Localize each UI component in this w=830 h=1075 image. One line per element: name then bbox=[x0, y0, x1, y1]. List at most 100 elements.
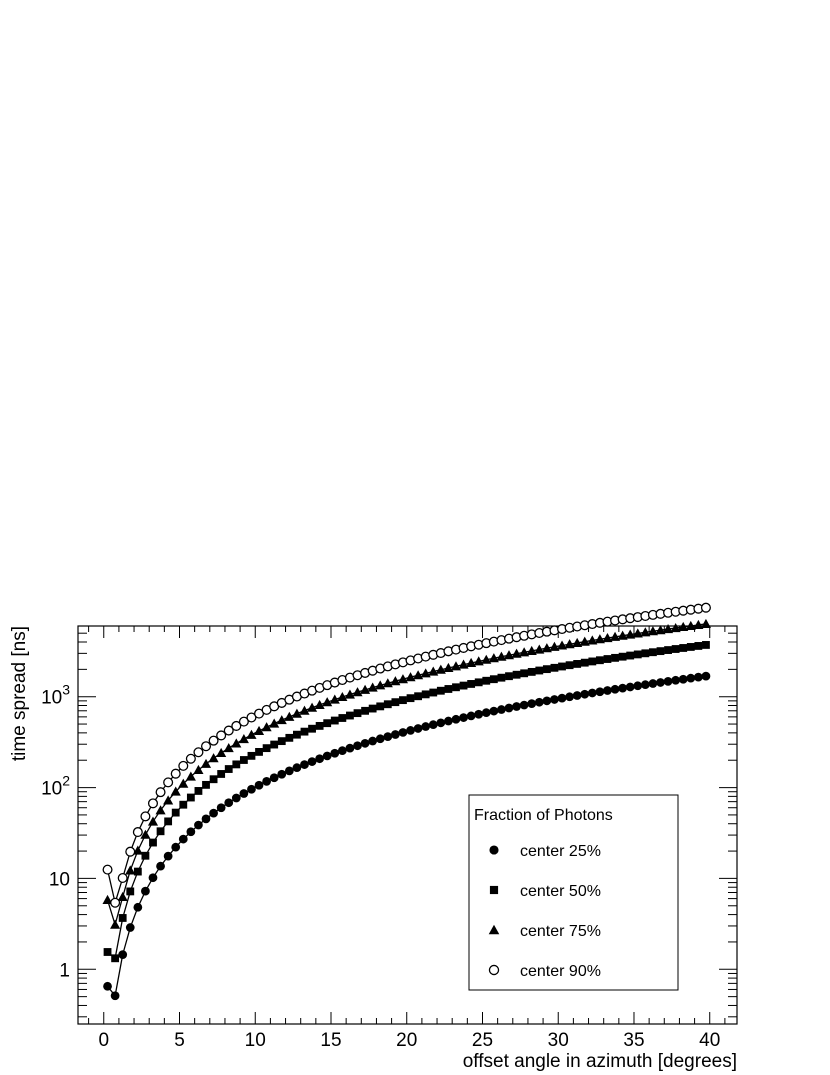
data-point bbox=[269, 773, 279, 783]
data-point bbox=[346, 711, 354, 720]
data-point bbox=[254, 780, 264, 790]
data-point bbox=[527, 667, 536, 676]
data-point bbox=[429, 688, 438, 697]
data-point bbox=[117, 891, 128, 902]
data-point bbox=[208, 753, 219, 763]
data-point bbox=[580, 689, 590, 699]
data-point bbox=[397, 674, 409, 684]
data-point bbox=[451, 714, 461, 724]
data-point bbox=[602, 632, 613, 643]
data-point bbox=[611, 653, 619, 662]
y-tick-label: 1 bbox=[59, 960, 70, 981]
data-point bbox=[405, 672, 416, 682]
data-point bbox=[413, 670, 424, 680]
data-point bbox=[202, 780, 210, 789]
data-point bbox=[550, 663, 559, 672]
data-point bbox=[102, 864, 113, 875]
data-point bbox=[156, 861, 165, 871]
y-tick-label-base: 1 bbox=[59, 960, 70, 981]
legend-marker bbox=[489, 845, 499, 855]
data-point bbox=[701, 671, 711, 681]
data-point bbox=[315, 721, 324, 730]
data-point bbox=[664, 646, 672, 654]
legend-marker bbox=[489, 885, 499, 895]
data-point bbox=[269, 718, 280, 728]
data-point bbox=[399, 696, 407, 705]
data-point bbox=[360, 738, 370, 748]
data-point bbox=[594, 634, 605, 644]
data-point bbox=[633, 650, 642, 659]
data-point bbox=[231, 793, 241, 803]
data-point bbox=[171, 808, 180, 817]
data-point bbox=[118, 950, 128, 959]
legend-label: center 75% bbox=[520, 923, 601, 940]
data-point bbox=[262, 744, 271, 753]
data-point bbox=[443, 662, 454, 673]
data-point bbox=[413, 724, 423, 733]
data-point bbox=[345, 743, 355, 753]
data-point bbox=[164, 817, 173, 826]
data-point bbox=[246, 712, 257, 723]
data-point bbox=[209, 775, 218, 784]
data-point bbox=[216, 803, 226, 813]
data-point bbox=[406, 726, 415, 735]
data-point bbox=[140, 829, 151, 839]
legend-label: center 90% bbox=[520, 963, 601, 980]
data-point bbox=[588, 657, 597, 666]
data-point bbox=[686, 643, 695, 651]
data-point bbox=[663, 676, 673, 686]
data-point bbox=[693, 619, 704, 629]
data-point bbox=[467, 680, 476, 688]
data-point bbox=[556, 640, 568, 650]
data-point bbox=[383, 732, 393, 741]
data-point bbox=[678, 621, 689, 632]
y-tick-label-exponent: 2 bbox=[62, 773, 70, 789]
data-point bbox=[519, 647, 530, 657]
series-2 bbox=[103, 641, 710, 963]
data-point bbox=[497, 673, 506, 682]
data-point bbox=[111, 954, 120, 963]
data-point bbox=[565, 661, 574, 670]
data-point bbox=[603, 686, 612, 695]
data-point bbox=[306, 702, 318, 712]
data-point bbox=[550, 695, 559, 704]
data-point bbox=[277, 769, 287, 779]
data-point bbox=[375, 680, 386, 690]
data-point bbox=[428, 666, 439, 676]
data-point bbox=[133, 902, 143, 912]
data-point bbox=[671, 675, 681, 685]
data-point bbox=[564, 639, 575, 649]
data-point bbox=[155, 787, 166, 798]
data-point bbox=[352, 687, 363, 697]
data-point bbox=[110, 919, 121, 929]
data-point bbox=[368, 736, 378, 746]
data-point bbox=[170, 768, 181, 779]
data-point bbox=[247, 784, 256, 794]
data-point bbox=[232, 760, 241, 769]
data-point bbox=[155, 805, 166, 815]
data-point bbox=[353, 709, 362, 718]
data-point bbox=[421, 722, 431, 731]
data-point bbox=[338, 714, 347, 722]
y-tick-label: 102 bbox=[41, 773, 70, 800]
data-point bbox=[398, 728, 408, 737]
data-point bbox=[579, 636, 590, 646]
data-point bbox=[147, 798, 159, 809]
data-point bbox=[239, 756, 248, 764]
data-point bbox=[186, 793, 195, 802]
data-point bbox=[632, 628, 643, 638]
data-point bbox=[238, 733, 249, 744]
data-point bbox=[641, 649, 650, 658]
data-point bbox=[368, 704, 377, 713]
legend-entry-4: center 90% bbox=[488, 963, 601, 980]
data-point bbox=[618, 652, 627, 661]
data-point bbox=[253, 725, 265, 735]
data-point bbox=[323, 719, 332, 728]
x-tick-label: 25 bbox=[472, 1030, 493, 1051]
data-point bbox=[618, 683, 627, 693]
data-point bbox=[178, 778, 189, 788]
data-point bbox=[147, 816, 159, 826]
data-point bbox=[670, 622, 681, 633]
